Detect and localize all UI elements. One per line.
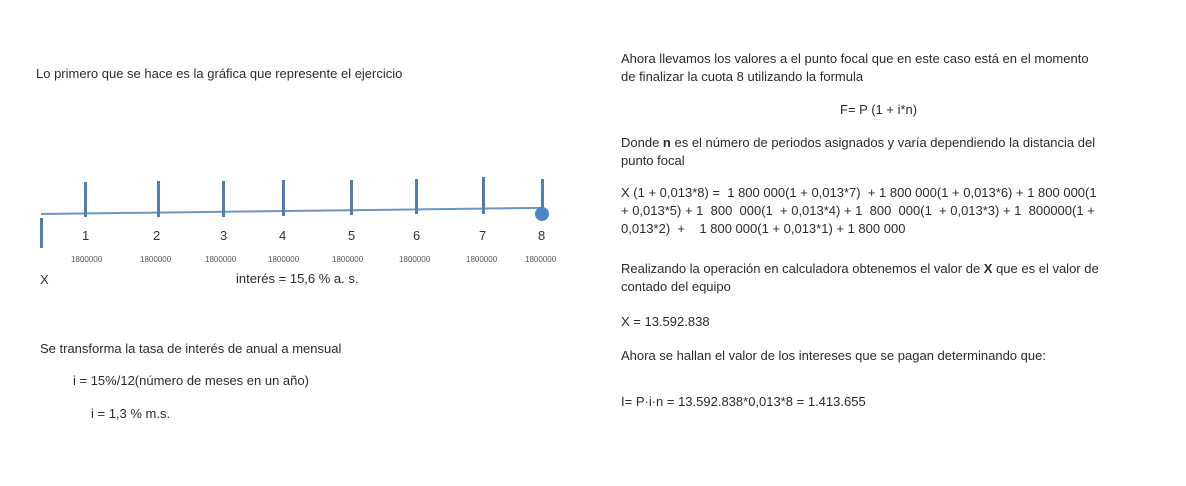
payment-tick-7 (482, 177, 485, 214)
period-number: 5 (348, 228, 356, 243)
equation-line-2: + 0,013*5) + 1 800 000(1 + 0,013*4) + 1 … (621, 203, 1095, 218)
equation-line-1: X (1 + 0,013*8) = 1 800 000(1 + 0,013*7)… (621, 185, 1097, 200)
transform-title: Se transforma la tasa de interés de anua… (40, 341, 342, 356)
initial-tick (40, 218, 43, 248)
x-value: X = 13.592.838 (621, 314, 710, 329)
payment-amount: 1800000 (140, 255, 172, 264)
simple-interest-formula: F= P (1 + i*n) (840, 102, 918, 117)
payment-tick-5 (350, 180, 353, 215)
period-number: 6 (413, 228, 421, 243)
calculation-line-1: Realizando la operación en calculadora o… (621, 260, 1176, 278)
periods-line-2: punto focal (621, 153, 685, 168)
period-number: 3 (220, 228, 228, 243)
calculation-line-2: contado del equipo (621, 279, 731, 294)
monthly-rate-formula: i = 15%/12(número de meses en un año) (73, 373, 309, 388)
payment-tick-4 (282, 180, 285, 216)
payment-amount: 1800000 (205, 255, 237, 264)
focal-point-dot (535, 207, 549, 221)
calculation-paragraph: Realizando la operación en calculadora o… (621, 260, 1176, 296)
payment-amount: 1800000 (332, 255, 364, 264)
payment-amount: 1800000 (268, 255, 300, 264)
periods-var-n: n (662, 135, 671, 150)
calc-text-a: Realizando la operación en calculadora o… (621, 261, 984, 276)
interest-formula: I= P·i·n = 13.592.838*0,013*8 = 1.413.65… (621, 394, 866, 409)
present-value-label: X (40, 272, 49, 287)
period-number: 4 (279, 228, 287, 243)
equivalence-equation: X (1 + 0,013*8) = 1 800 000(1 + 0,013*7)… (621, 184, 1176, 238)
payment-amount: 1800000 (71, 255, 103, 264)
interest-intro: Ahora se hallan el valor de los interese… (621, 348, 1046, 363)
periods-paragraph: Donde n es el número de periodos asignad… (621, 134, 1176, 170)
payment-amount: 1800000 (525, 255, 557, 264)
focal-point-paragraph: Ahora llevamos los valores a el punto fo… (621, 50, 1176, 86)
payment-tick-6 (415, 179, 418, 214)
payment-tick-8 (541, 179, 544, 213)
periods-line-1: Donde n es el número de periodos asignad… (621, 134, 1176, 152)
payment-tick-3 (222, 181, 225, 217)
periods-text-a: Donde (621, 135, 663, 150)
equation-line-3: 0,013*2) + 1 800 000(1 + 0,013*1) + 1 80… (621, 221, 906, 236)
period-number: 2 (153, 228, 161, 243)
payment-tick-2 (157, 181, 160, 217)
interest-rate-label: interés = 15,6 % a. s. (236, 271, 359, 286)
calc-text-c: que es el valor de (992, 261, 1099, 276)
payment-tick-1 (84, 182, 87, 217)
monthly-rate-result: i = 1,3 % m.s. (91, 406, 171, 421)
timeline-axis (40, 206, 543, 215)
period-number: 7 (479, 228, 487, 243)
calc-var-x: X (983, 261, 993, 276)
periods-text-c: es el número de periodos asignados y var… (670, 135, 1096, 150)
focal-point-line-2: de finalizar la cuota 8 utilizando la fo… (621, 69, 864, 84)
payment-amount: 1800000 (399, 255, 431, 264)
intro-text: Lo primero que se hace es la gráfica que… (36, 66, 403, 81)
period-number: 8 (538, 228, 546, 243)
payment-amount: 1800000 (466, 255, 498, 264)
period-number: 1 (82, 228, 90, 243)
focal-point-line-1: Ahora llevamos los valores a el punto fo… (621, 51, 1089, 66)
